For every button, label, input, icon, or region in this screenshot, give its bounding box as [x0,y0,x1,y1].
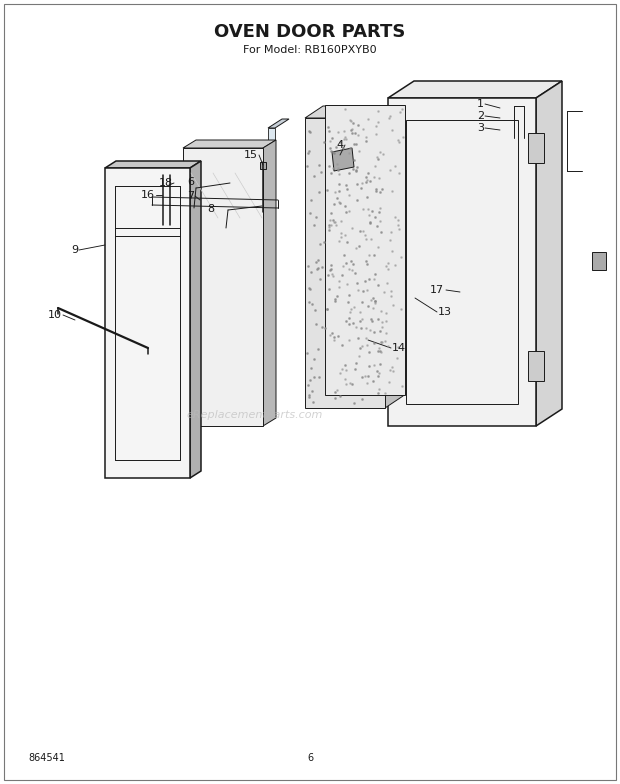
Text: 16: 16 [141,190,155,200]
Text: 3: 3 [477,123,484,133]
Polygon shape [268,119,289,128]
Polygon shape [260,162,266,169]
Text: eReplacementParts.com: eReplacementParts.com [187,410,323,420]
Text: 17: 17 [430,285,444,295]
Text: 1: 1 [477,99,484,109]
Polygon shape [183,148,263,426]
Text: 9: 9 [71,245,78,255]
Polygon shape [190,161,201,478]
Polygon shape [105,161,201,168]
Text: 4: 4 [337,140,344,150]
Polygon shape [592,252,606,270]
Polygon shape [305,118,385,408]
Text: 6: 6 [187,177,194,187]
Polygon shape [388,81,562,98]
Polygon shape [105,168,190,478]
Text: 13: 13 [438,307,452,317]
Text: 7: 7 [187,191,194,201]
Text: 10: 10 [48,310,62,320]
Polygon shape [528,351,544,381]
Text: For Model: RB160PXYB0: For Model: RB160PXYB0 [243,45,377,55]
Polygon shape [536,81,562,426]
Polygon shape [263,140,276,426]
Text: OVEN DOOR PARTS: OVEN DOOR PARTS [215,23,405,41]
Text: 18: 18 [159,178,173,188]
Polygon shape [528,133,544,163]
Text: 14: 14 [392,343,406,353]
Text: 15: 15 [244,150,258,160]
Text: 6: 6 [307,753,313,763]
Text: 864541: 864541 [28,753,65,763]
Polygon shape [183,140,276,148]
Polygon shape [268,128,275,400]
Polygon shape [325,105,405,395]
Polygon shape [385,106,403,408]
Polygon shape [332,148,354,171]
Text: 2: 2 [477,111,484,121]
Polygon shape [388,98,536,426]
Polygon shape [305,106,403,118]
Text: 8: 8 [207,204,214,214]
